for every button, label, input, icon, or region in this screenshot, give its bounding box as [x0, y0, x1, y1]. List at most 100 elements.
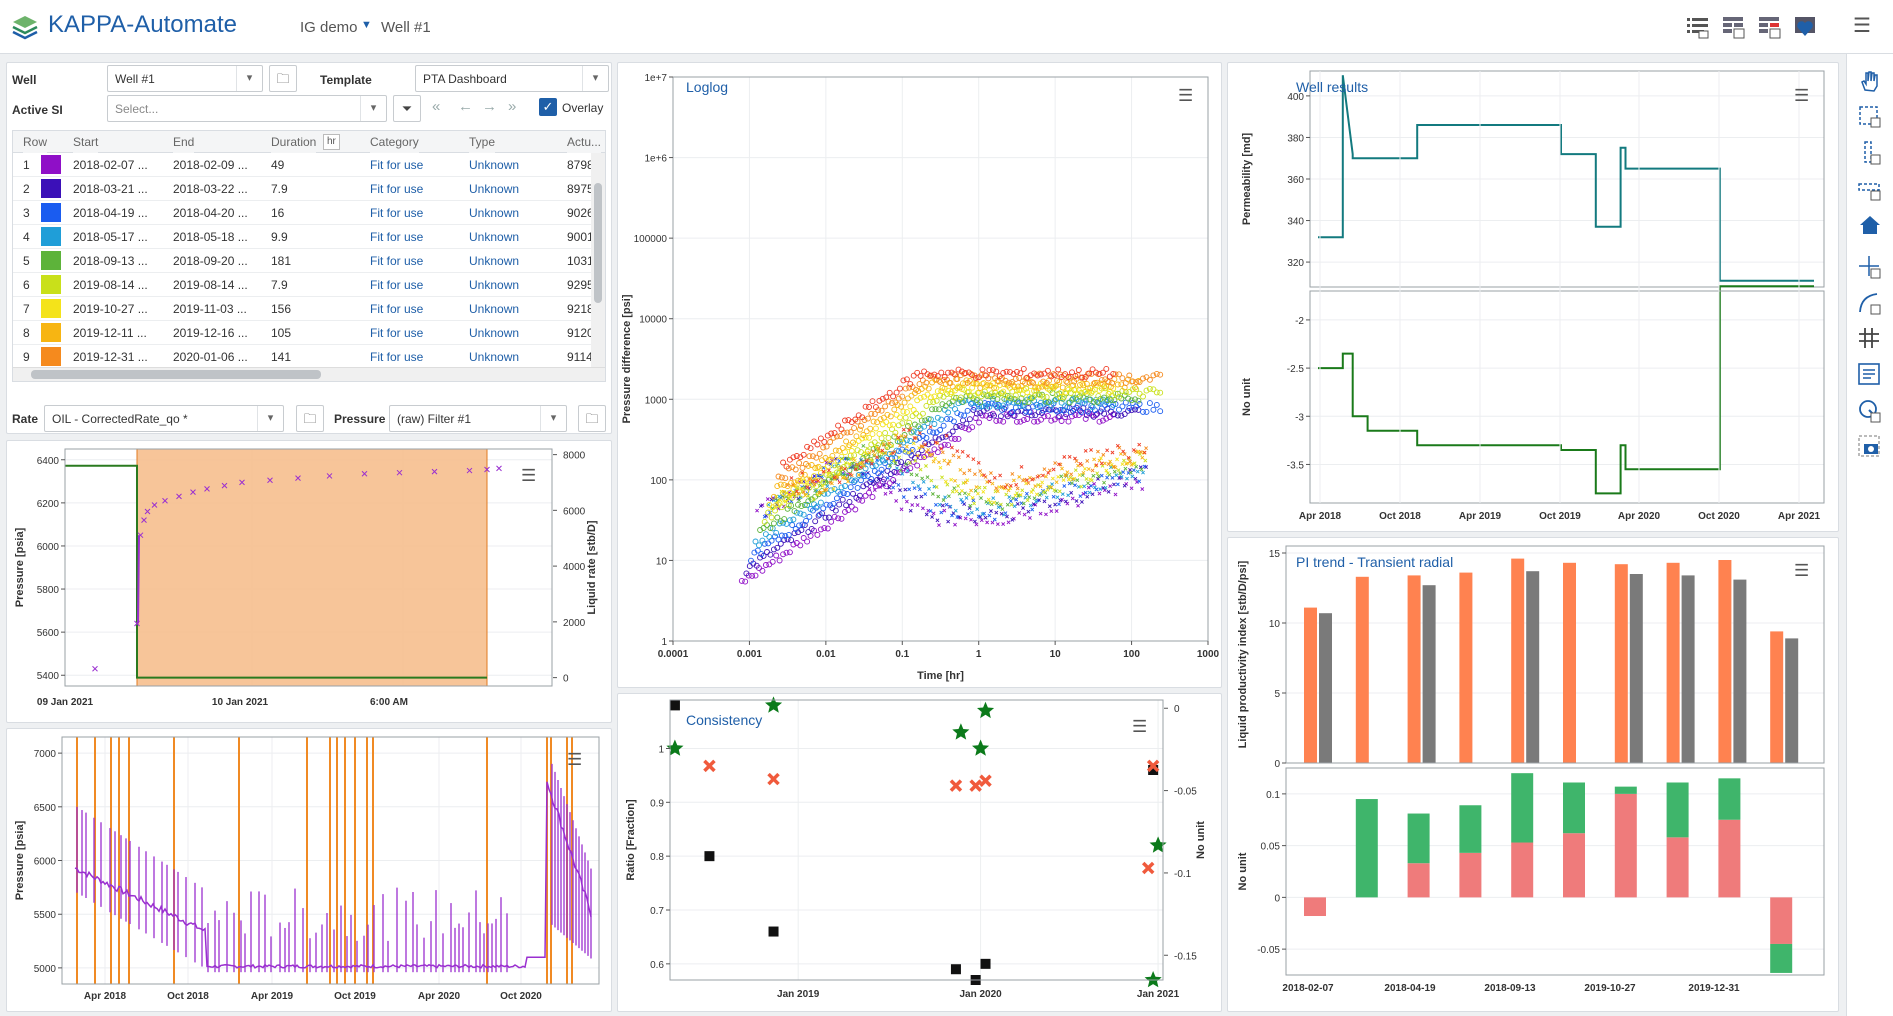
breadcrumb-workspace[interactable]: IG demo: [300, 19, 358, 36]
data-point: [1115, 443, 1120, 448]
data-point: [1106, 462, 1111, 467]
well-results-chart[interactable]: 320 340 360 380 400 Permeability [md] -2 -2.5 -3…: [1228, 63, 1839, 532]
pressure-history-chart[interactable]: 5000 5500 6000 6500 7000 Pressure [psia] Apr 2…: [7, 729, 612, 1012]
chart-menu-icon[interactable]: ☰: [1794, 86, 1810, 105]
crosshair-icon[interactable]: [1857, 254, 1883, 280]
layout-grid-icon[interactable]: [1721, 14, 1747, 40]
home-reset-icon[interactable]: [1857, 212, 1883, 238]
curve-tool-icon[interactable]: [1857, 290, 1883, 316]
breadcrumb-well[interactable]: Well #1: [381, 19, 431, 36]
scroll-thumb[interactable]: [31, 370, 321, 379]
data-point: [1084, 476, 1089, 481]
table-row[interactable]: 1 2018-02-07 ... 2018-02-09 ... 49 Fit for u…: [13, 153, 605, 177]
snapshot-camera-icon[interactable]: [1857, 434, 1883, 460]
data-point: [915, 453, 920, 458]
data-point: [431, 468, 438, 475]
chart-menu-icon[interactable]: ☰: [567, 750, 583, 769]
y-zoom-icon[interactable]: [1857, 140, 1883, 166]
well-browse-button[interactable]: 🗀: [269, 65, 297, 92]
table-row[interactable]: 6 2019-08-14 ... 2019-08-14 ... 7.9 Fit for …: [13, 273, 605, 297]
pressure-point: [1070, 382, 1077, 389]
first-page-icon[interactable]: «: [432, 98, 441, 115]
next-icon[interactable]: →: [482, 98, 497, 115]
chart-menu-icon[interactable]: ☰: [521, 466, 537, 485]
caret-down-icon[interactable]: ▼: [361, 19, 372, 31]
x-tick-label: 2018-02-07: [1282, 983, 1334, 994]
col-end[interactable]: End: [173, 131, 195, 153]
data-point: [1119, 474, 1124, 479]
y-tick-label: 340: [1287, 217, 1304, 228]
data-point: [1083, 490, 1088, 495]
pressure-point: [781, 482, 788, 489]
loglog-chart[interactable]: 1 10 100 1000 10000 100000 1e+6 1e+7 0.0001 0.001…: [618, 63, 1222, 688]
pi-trend-chart[interactable]: 0 5 10 15 -0.05 0 0.05 0.1 Liquid productivity i…: [1228, 538, 1839, 1012]
cell-duration: 141: [271, 350, 292, 364]
layout-colored-icon[interactable]: [1757, 14, 1783, 40]
col-type[interactable]: Type: [469, 131, 496, 153]
cell-type: Unknown: [469, 278, 520, 292]
data-point: [758, 504, 763, 508]
pressure-point: [916, 413, 923, 420]
table-row[interactable]: 9 2019-12-31 ... 2020-01-06 ... 141 Fit for …: [13, 345, 605, 369]
col-row[interactable]: Row: [23, 131, 48, 153]
pressure-point: [847, 429, 854, 436]
grid-toggle-icon[interactable]: [1857, 326, 1883, 352]
pressure-point: [1018, 395, 1025, 402]
color-swatch: [41, 251, 61, 270]
vertical-scrollbar[interactable]: [591, 153, 605, 369]
kappa-logo-icon[interactable]: [10, 12, 40, 42]
pressure-point: [1157, 371, 1164, 378]
previous-icon[interactable]: ←: [458, 98, 473, 115]
pressure-point: [930, 429, 937, 436]
si-detail-chart[interactable]: 5400 5600 5800 6000 6200 6400 0 2000 4000 6000 800…: [7, 441, 612, 723]
table-row[interactable]: 4 2018-05-17 ... 2018-05-18 ... 9.9 Fit for …: [13, 225, 605, 249]
col-duration[interactable]: Duration: [271, 131, 317, 153]
duration-unit-badge[interactable]: hr: [323, 134, 340, 150]
pressure-select[interactable]: (raw) Filter #1 ▾: [389, 405, 567, 432]
pan-hand-icon[interactable]: [1857, 68, 1883, 94]
pressure-point: [944, 415, 950, 422]
chart-menu-icon[interactable]: ☰: [1132, 717, 1148, 736]
pressure-point: [1116, 371, 1122, 378]
active-si-select[interactable]: Select... ▾: [107, 95, 387, 122]
horizontal-scrollbar[interactable]: [13, 367, 605, 381]
cell-category: Fit for use: [370, 350, 424, 364]
rate-select[interactable]: OIL - CorrectedRate_qo * ▾: [44, 405, 284, 432]
pressure-browse-button[interactable]: 🗀: [578, 405, 606, 432]
col-actual[interactable]: Actu...: [567, 131, 602, 153]
last-page-icon[interactable]: »: [508, 98, 517, 115]
table-row[interactable]: 7 2019-10-27 ... 2019-11-03 ... 156 Fit for …: [13, 297, 605, 321]
list-view-icon[interactable]: [1685, 14, 1711, 40]
rate-browse-button[interactable]: 🗀: [296, 405, 324, 432]
consistency-chart[interactable]: 0.6 0.7 0.8 0.9 1 0 -0.05 -0.1 -0.15 Ratio [Fract…: [618, 694, 1222, 1012]
template-select[interactable]: PTA Dashboard ▾: [415, 65, 609, 92]
col-category[interactable]: Category: [370, 131, 419, 153]
cell-row: 6: [23, 278, 30, 292]
data-point: [1086, 467, 1091, 471]
chart-menu-icon[interactable]: ☰: [1178, 86, 1194, 105]
scroll-thumb[interactable]: [594, 183, 602, 303]
box-zoom-icon[interactable]: [1857, 104, 1883, 130]
col-start[interactable]: Start: [73, 131, 99, 153]
table-row[interactable]: 3 2018-04-19 ... 2018-04-20 ... 16 Fit for u…: [13, 201, 605, 225]
table-row[interactable]: 2 2018-03-21 ... 2018-03-22 ... 7.9 Fit for …: [13, 177, 605, 201]
pressure-point: [1094, 379, 1101, 386]
x-zoom-icon[interactable]: [1857, 176, 1883, 202]
table-row[interactable]: 8 2019-12-11 ... 2019-12-16 ... 105 Fit for …: [13, 321, 605, 345]
table-row[interactable]: 5 2018-09-13 ... 2018-09-20 ... 181 Fit for …: [13, 249, 605, 273]
cursor-tooltip-icon[interactable]: [1857, 398, 1883, 424]
pressure-point: [786, 517, 793, 524]
pressure-point: [1091, 379, 1098, 386]
overlay-checkbox[interactable]: ✓: [539, 98, 557, 116]
well-select[interactable]: Well #1 ▾: [107, 65, 263, 92]
chart-menu-icon[interactable]: ☰: [1794, 561, 1810, 580]
pressure-point: [891, 433, 898, 440]
filter-button[interactable]: ⏷: [393, 95, 421, 122]
data-point: [969, 510, 974, 515]
legend-toggle-icon[interactable]: [1857, 362, 1883, 388]
main-menu-icon[interactable]: ☰: [1853, 15, 1871, 37]
cell-type: Unknown: [469, 230, 520, 244]
favorite-layout-icon[interactable]: [1793, 14, 1819, 40]
app-title[interactable]: KAPPA-Automate: [48, 11, 237, 38]
pressure-point: [814, 531, 821, 538]
